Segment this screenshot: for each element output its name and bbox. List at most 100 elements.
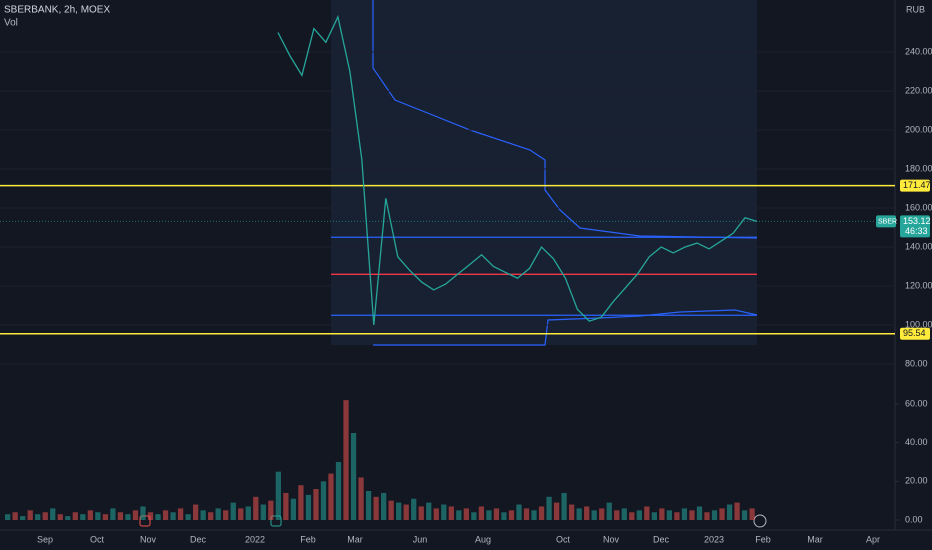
x-tick-label: Sep <box>37 534 53 544</box>
volume-bar <box>298 485 304 520</box>
volume-bar <box>373 496 379 520</box>
y-tick-label: 220.00 <box>905 85 932 95</box>
volume-bar <box>666 510 673 520</box>
x-tick-label: Feb <box>300 534 316 544</box>
volume-bar <box>238 508 244 520</box>
y-tick-label: 200.00 <box>905 124 932 134</box>
x-tick-label: Apr <box>866 534 880 544</box>
volume-bar <box>538 506 545 520</box>
countdown: 46:33 <box>905 226 928 236</box>
volume-bar <box>215 508 221 520</box>
volume-bar <box>80 514 86 520</box>
y-tick-label: 180.00 <box>905 163 932 173</box>
volume-bar <box>553 502 560 520</box>
currency: RUB <box>906 4 925 14</box>
volume-bar <box>388 500 394 520</box>
y-tick-label: 100.00 <box>905 319 932 329</box>
x-tick-label: Mar <box>807 534 823 544</box>
x-tick-label: Mar <box>347 534 363 544</box>
volume-bar <box>584 506 590 520</box>
volume-bar <box>162 510 169 520</box>
y-tick-label: 60.00 <box>905 398 928 408</box>
price-line <box>277 14 758 326</box>
volume-bar <box>253 496 259 520</box>
level-label: 171.47 <box>903 180 931 190</box>
volume-bar <box>651 512 657 520</box>
x-tick-label: Oct <box>556 534 571 544</box>
volume-bar <box>268 500 274 520</box>
volume-bar <box>170 512 176 520</box>
x-tick-label: Feb <box>755 534 771 544</box>
level-tag <box>900 179 930 192</box>
volume-bar <box>599 508 605 520</box>
volume-bar <box>644 506 650 520</box>
volume-bar <box>335 462 342 520</box>
x-tick-label: Dec <box>653 534 670 544</box>
volume-bar <box>493 508 500 520</box>
volume-bar <box>313 489 319 520</box>
level-label: 95.54 <box>903 328 926 338</box>
y-tick-label: 240.00 <box>905 46 932 56</box>
volume-bar <box>478 506 485 520</box>
y-tick-label: 0.00 <box>905 514 923 524</box>
volume-bar <box>636 510 642 520</box>
x-tick-label: 2023 <box>704 534 724 544</box>
volume-bar <box>230 502 236 520</box>
volume-bar <box>629 512 635 520</box>
y-tick-label: 20.00 <box>905 476 928 486</box>
volume-bar <box>42 512 48 520</box>
volume-bar <box>508 510 515 520</box>
volume-bar <box>659 508 665 520</box>
volume-bar <box>365 491 372 520</box>
volume-bar <box>674 512 680 520</box>
volume-bar <box>726 504 733 520</box>
y-tick-label: 40.00 <box>905 437 928 447</box>
y-tick-label: 80.00 <box>905 358 928 368</box>
volume-bar <box>110 508 116 520</box>
volume-bar <box>426 502 432 520</box>
volume-bar <box>343 400 349 520</box>
volume-bar <box>546 496 552 520</box>
volume-bar <box>102 514 109 520</box>
volume-bar <box>132 510 139 520</box>
volume-bar <box>433 508 439 520</box>
volume-bar <box>35 514 41 520</box>
ticker-label: SBER <box>878 218 897 225</box>
volume-bar <box>95 512 101 520</box>
volume-bar <box>223 510 229 520</box>
volume-bar <box>381 492 387 520</box>
volume-bar <box>591 510 597 520</box>
volume-bar <box>411 498 417 520</box>
volume-bar <box>569 504 575 520</box>
volume-bar <box>147 512 154 520</box>
volume-bar <box>403 504 409 520</box>
volume-bar <box>448 506 454 520</box>
volume-bar <box>72 512 78 520</box>
volume-bar <box>396 502 402 520</box>
volume-bar <box>621 508 627 520</box>
volume-bar <box>50 508 56 520</box>
x-tick-label: Aug <box>475 534 491 544</box>
volume-bar <box>358 477 364 520</box>
volume-bar <box>441 504 447 520</box>
volume-bar <box>350 433 357 520</box>
volume-label: Vol <box>4 18 18 29</box>
volume-bar <box>531 510 537 520</box>
volume-bar <box>185 514 191 520</box>
x-tick-label: 2022 <box>245 534 265 544</box>
level-tag <box>900 327 930 340</box>
volume-bar <box>749 508 755 520</box>
last-price-tag <box>876 215 896 228</box>
chart-title: SBERBANK, 2h, MOEX <box>4 5 110 16</box>
volume-bar <box>140 506 146 520</box>
volume-bar <box>471 512 477 520</box>
volume-bar <box>305 494 312 520</box>
volume-bar <box>576 508 582 520</box>
volume-profile <box>372 0 758 346</box>
x-tick-label: Oct <box>90 534 105 544</box>
volume-bar <box>501 512 507 520</box>
volume-bar <box>516 504 522 520</box>
volume-bar <box>57 514 63 520</box>
volume-bar <box>606 502 612 520</box>
